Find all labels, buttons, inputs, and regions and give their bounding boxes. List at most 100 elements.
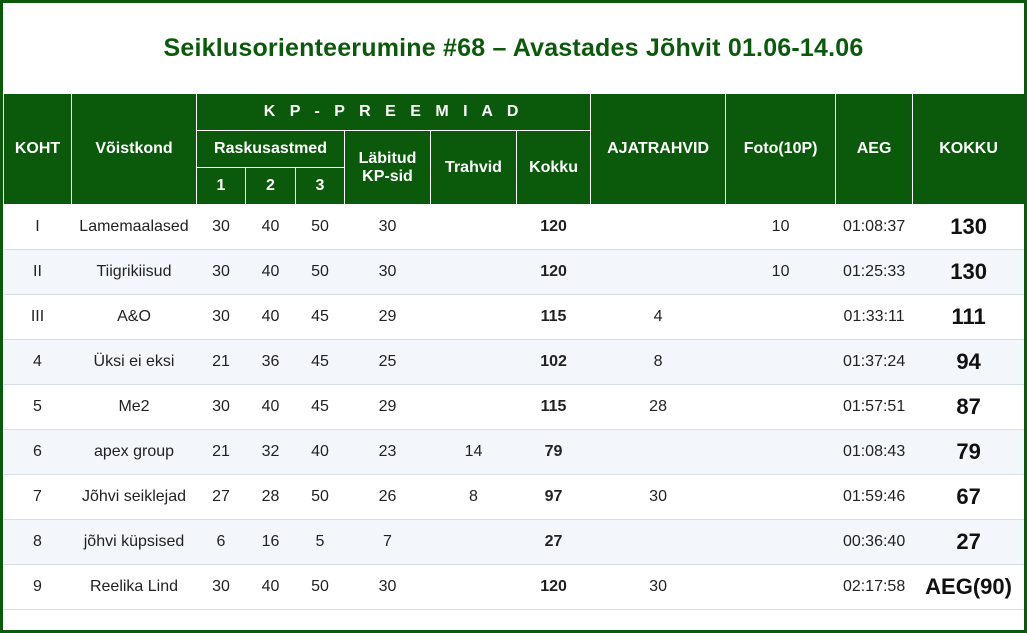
cell-aeg: 01:37:24: [835, 339, 913, 385]
cell-total: 87: [912, 384, 1024, 430]
cell-trahvid: [430, 519, 517, 565]
table-row: 8 jõhvi küpsised 6 16 5 7 27 00:36:40 27: [3, 519, 1024, 565]
cell-raskus-3: 5: [295, 519, 345, 565]
cell-team: Lamemaalased: [71, 204, 197, 250]
cell-total: 79: [912, 429, 1024, 475]
cell-koht: 6: [3, 429, 72, 475]
cell-trahvid: [430, 249, 517, 295]
header-kp-preemiad: K P - P R E E M I A D: [195, 93, 592, 131]
cell-raskus-2: 32: [245, 429, 296, 475]
cell-foto: [725, 429, 836, 475]
cell-raskus-3: 45: [295, 384, 345, 430]
cell-raskus-2: 40: [245, 294, 296, 340]
cell-foto: [725, 384, 836, 430]
cell-trahvid: 14: [430, 429, 517, 475]
cell-aeg: 00:36:40: [835, 519, 913, 565]
cell-raskus-2: 40: [245, 384, 296, 430]
cell-koht: I: [3, 204, 72, 250]
cell-team: Reelika Lind: [71, 564, 197, 610]
header-kokku: KOKKU: [912, 93, 1024, 205]
cell-team: Jõhvi seiklejad: [71, 474, 197, 520]
cell-kokku-sub: 97: [516, 474, 591, 520]
cell-labitud-kp: 29: [344, 294, 431, 340]
cell-total: 27: [912, 519, 1024, 565]
cell-foto: [725, 564, 836, 610]
cell-trahvid: [430, 564, 517, 610]
cell-kokku-sub: 27: [516, 519, 591, 565]
table-row: I Lamemaalased 30 40 50 30 120 10 01:08:37 130: [3, 204, 1024, 250]
cell-raskus-1: 30: [196, 204, 246, 250]
results-table: KOHT Võistkond K P - P R E E M I A D AJA…: [3, 93, 1024, 610]
table-row: 5 Me2 30 40 45 29 115 28 01:57:51 87: [3, 384, 1024, 430]
cell-aeg: 01:57:51: [835, 384, 913, 430]
cell-ajatrahvid: 30: [590, 564, 726, 610]
header-voistkond: Võistkond: [71, 93, 197, 205]
header-kokku-sub: Kokku: [515, 130, 592, 205]
cell-raskus-1: 6: [196, 519, 246, 565]
cell-kokku-sub: 120: [516, 249, 591, 295]
cell-total: AEG(90): [912, 564, 1024, 610]
cell-koht: II: [3, 249, 72, 295]
header-raskus-2: 2: [245, 167, 296, 205]
cell-labitud-kp: 30: [344, 204, 431, 250]
cell-team: Me2: [71, 384, 197, 430]
cell-foto: [725, 519, 836, 565]
header-raskusastmed: Raskusastmed: [196, 130, 345, 168]
cell-raskus-3: 50: [295, 249, 345, 295]
table-row: 9 Reelika Lind 30 40 50 30 120 30 02:17:58 AEG(90…: [3, 564, 1024, 610]
cell-ajatrahvid: 8: [590, 339, 726, 385]
cell-raskus-1: 30: [196, 249, 246, 295]
cell-aeg: 01:33:11: [835, 294, 913, 340]
cell-labitud-kp: 30: [344, 249, 431, 295]
cell-trahvid: [430, 204, 517, 250]
cell-raskus-1: 30: [196, 294, 246, 340]
cell-ajatrahvid: [590, 429, 726, 475]
cell-raskus-2: 40: [245, 204, 296, 250]
cell-raskus-2: 28: [245, 474, 296, 520]
header-trahvid: Trahvid: [430, 130, 517, 205]
table-row: 4 Üksi ei eksi 21 36 45 25 102 8 01:37:24 94: [3, 339, 1024, 385]
cell-raskus-2: 36: [245, 339, 296, 385]
cell-raskus-1: 21: [196, 339, 246, 385]
cell-labitud-kp: 7: [344, 519, 431, 565]
cell-raskus-3: 50: [295, 474, 345, 520]
cell-koht: 5: [3, 384, 72, 430]
cell-raskus-2: 40: [245, 564, 296, 610]
cell-team: apex group: [71, 429, 197, 475]
cell-koht: 8: [3, 519, 72, 565]
cell-kokku-sub: 120: [516, 564, 591, 610]
header-koht: KOHT: [3, 93, 72, 205]
page-title: Seiklusorienteerumine #68 – Avastades Jõ…: [163, 33, 864, 62]
cell-foto: [725, 474, 836, 520]
cell-trahvid: [430, 384, 517, 430]
cell-labitud-kp: 30: [344, 564, 431, 610]
cell-trahvid: [430, 294, 517, 340]
cell-foto: [725, 294, 836, 340]
cell-raskus-3: 40: [295, 429, 345, 475]
cell-aeg: 02:17:58: [835, 564, 913, 610]
cell-kokku-sub: 79: [516, 429, 591, 475]
cell-team: Üksi ei eksi: [71, 339, 197, 385]
cell-koht: 4: [3, 339, 72, 385]
cell-raskus-3: 50: [295, 564, 345, 610]
cell-ajatrahvid: [590, 204, 726, 250]
cell-labitud-kp: 29: [344, 384, 431, 430]
cell-trahvid: [430, 339, 517, 385]
cell-kokku-sub: 115: [516, 294, 591, 340]
cell-foto: [725, 339, 836, 385]
cell-team: Tiigrikiisud: [71, 249, 197, 295]
table-row: II Tiigrikiisud 30 40 50 30 120 10 01:25:33 130: [3, 249, 1024, 295]
cell-ajatrahvid: 30: [590, 474, 726, 520]
cell-labitud-kp: 23: [344, 429, 431, 475]
cell-kokku-sub: 120: [516, 204, 591, 250]
cell-raskus-1: 27: [196, 474, 246, 520]
header-labitud-kp: Läbitud KP-sid: [344, 130, 431, 205]
cell-foto: 10: [725, 204, 836, 250]
cell-aeg: 01:59:46: [835, 474, 913, 520]
cell-ajatrahvid: 4: [590, 294, 726, 340]
cell-labitud-kp: 25: [344, 339, 431, 385]
header-foto: Foto(10P): [725, 93, 837, 205]
cell-ajatrahvid: 28: [590, 384, 726, 430]
cell-total: 130: [912, 249, 1024, 295]
